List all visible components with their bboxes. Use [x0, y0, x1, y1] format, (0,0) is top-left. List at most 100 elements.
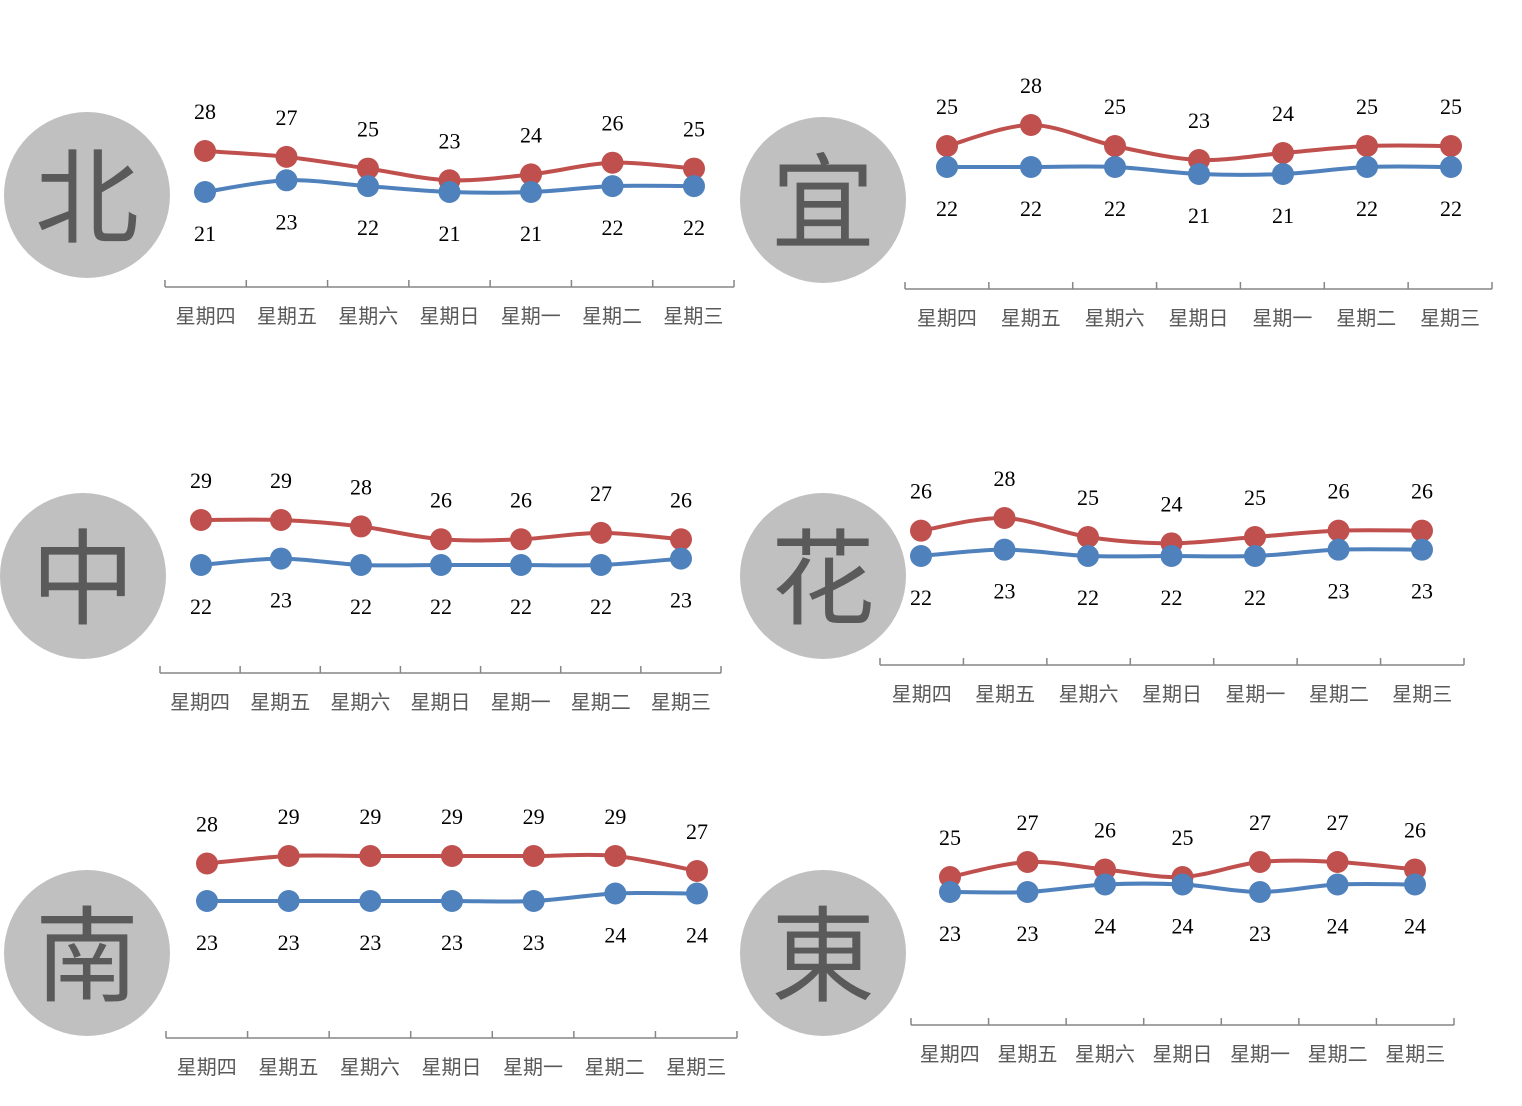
high-temp-label: 29: [278, 804, 300, 829]
high-temp-point: [1272, 142, 1294, 164]
low-temp-point: [670, 547, 692, 570]
low-temp-point: [359, 890, 382, 912]
high-temp-label: 25: [936, 94, 958, 119]
high-temp-label: 26: [1404, 818, 1426, 843]
high-temp-label: 24: [1161, 491, 1183, 516]
high-temp-point: [357, 157, 379, 180]
low-temp-label: 22: [936, 196, 958, 221]
high-temp-point: [993, 507, 1016, 529]
high-temp-point: [1327, 519, 1350, 542]
high-temp-label: 27: [686, 819, 708, 844]
high-temp-point: [350, 515, 372, 538]
x-tick-label: 星期二: [1336, 308, 1396, 330]
high-temp-label: 26: [670, 487, 692, 512]
x-tick-label: 星期六: [338, 305, 398, 328]
low-temp-point: [993, 538, 1016, 561]
low-temp-point: [686, 882, 708, 905]
high-temp-label: 25: [357, 117, 379, 142]
x-tick-label: 星期四: [177, 1057, 237, 1079]
high-temp-label: 28: [196, 812, 218, 837]
x-tick-label: 星期四: [917, 308, 977, 330]
low-temp-label: 22: [430, 594, 452, 619]
x-tick-label: 星期五: [997, 1044, 1057, 1066]
high-temp-point: [1104, 135, 1126, 157]
low-temp-label: 23: [359, 930, 381, 955]
high-temp-label: 26: [1411, 479, 1433, 504]
x-tick-label: 星期日: [1153, 1044, 1213, 1066]
region-badge-east: 東: [740, 870, 906, 1036]
region-label-north: 北: [34, 138, 139, 260]
low-temp-point: [939, 881, 961, 903]
low-temp-point: [1249, 881, 1271, 903]
high-temp-label: 25: [939, 825, 961, 850]
region-badge-north: 北: [4, 112, 170, 278]
high-temp-label: 25: [1077, 485, 1099, 510]
low-temp-point: [275, 169, 298, 192]
high-temp-label: 27: [590, 481, 612, 506]
high-temp-label: 27: [1249, 810, 1271, 835]
x-tick-label: 星期日: [1169, 308, 1229, 330]
low-temp-label: 24: [1327, 914, 1349, 939]
low-temp-label: 22: [350, 594, 372, 619]
low-temp-label: 23: [939, 921, 961, 946]
low-temp-point: [590, 554, 612, 576]
high-temp-point: [1440, 135, 1462, 157]
high-temp-label: 25: [1172, 825, 1194, 850]
high-temp-label: 26: [1094, 818, 1116, 843]
region-badge-hualien: 花: [740, 493, 906, 659]
high-temp-point: [510, 528, 532, 551]
low-temp-point: [1094, 873, 1116, 896]
high-temp-label: 29: [441, 804, 463, 829]
region-label-south: 南: [34, 896, 139, 1018]
high-temp-label: 24: [520, 122, 542, 147]
low-temp-label: 22: [1440, 196, 1462, 221]
high-temp-point: [359, 845, 382, 867]
low-temp-point: [510, 554, 532, 576]
x-tick-label: 星期一: [1230, 1044, 1290, 1066]
high-temp-label: 28: [350, 474, 372, 499]
low-temp-label: 23: [670, 588, 692, 613]
high-temp-point: [1326, 851, 1349, 873]
region-badge-central: 中: [0, 493, 166, 659]
high-temp-point: [1249, 851, 1271, 873]
low-temp-label: 23: [270, 588, 292, 613]
low-temp-point: [604, 882, 627, 905]
high-temp-label: 26: [910, 479, 932, 504]
low-temp-label: 23: [276, 209, 298, 234]
x-tick-label: 星期日: [422, 1057, 482, 1079]
low-temp-label: 22: [602, 215, 624, 240]
low-temp-point: [1171, 873, 1194, 896]
low-temp-label: 22: [1356, 196, 1378, 221]
high-temp-label: 27: [276, 105, 298, 130]
high-temp-label: 25: [1440, 94, 1462, 119]
x-tick-label: 星期三: [663, 306, 723, 328]
low-temp-label: 24: [1094, 914, 1116, 939]
high-temp-point: [1411, 519, 1433, 542]
low-temp-point: [1326, 873, 1349, 896]
low-temp-label: 22: [190, 594, 212, 619]
high-temp-label: 27: [1327, 810, 1349, 835]
high-temp-label: 28: [194, 99, 216, 124]
low-temp-label: 23: [1249, 921, 1271, 946]
low-temp-label: 22: [683, 215, 705, 240]
high-temp-label: 29: [604, 804, 626, 829]
low-temp-label: 23: [994, 579, 1016, 604]
low-temp-label: 24: [604, 923, 626, 948]
x-tick-label: 星期三: [1392, 684, 1452, 706]
high-temp-point: [520, 163, 542, 186]
x-tick-label: 星期二: [571, 692, 631, 714]
high-temp-label: 29: [190, 468, 212, 493]
region-label-yilan: 宜: [770, 143, 875, 265]
high-temp-label: 25: [683, 117, 705, 142]
x-tick-label: 星期六: [1075, 1043, 1135, 1066]
region-label-hualien: 花: [770, 519, 875, 641]
low-temp-point: [190, 554, 212, 576]
high-temp-label: 28: [1020, 73, 1042, 98]
low-temp-point: [1272, 163, 1294, 185]
low-temp-point: [196, 890, 218, 912]
high-temp-point: [604, 845, 627, 867]
low-temp-point: [1160, 545, 1183, 567]
